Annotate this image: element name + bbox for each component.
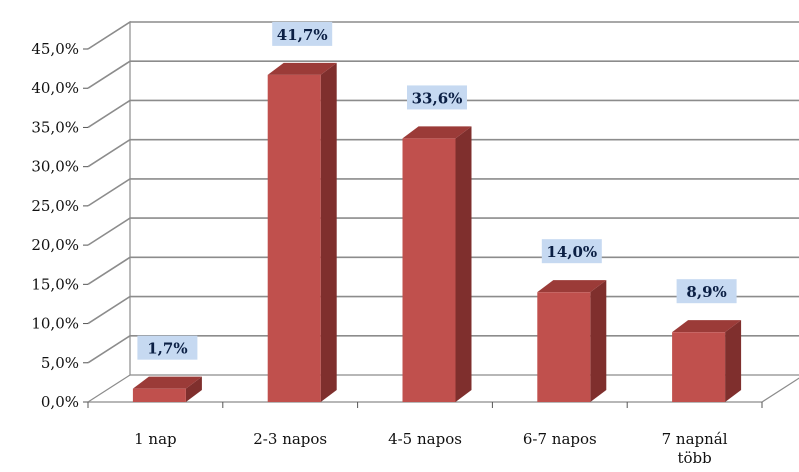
data-label-text: 14,0% — [546, 243, 597, 261]
data-label-text: 33,6% — [412, 89, 463, 107]
side-wall — [87, 20, 131, 403]
y-tick-label: 25,0% — [31, 197, 79, 215]
y-tick-label: 40,0% — [31, 79, 79, 97]
category-label: 4-5 napos — [388, 430, 462, 448]
data-label: 41,7% — [272, 21, 333, 46]
bar — [672, 320, 742, 402]
bar-side — [590, 280, 607, 402]
category-label: 2-3 napos — [253, 430, 327, 448]
y-axis-ticks: 0,0% 5,0% 10,0% 15,0% 20,0% 25,0% 30,0% 35,0% 40… — [31, 40, 88, 411]
category-label: 6-7 napos — [523, 430, 597, 448]
bar — [132, 376, 202, 402]
y-tick-label: 5,0% — [41, 354, 79, 372]
data-label-box — [137, 335, 198, 360]
category-label: 7 napnál több — [662, 430, 728, 467]
data-label-box — [272, 21, 333, 46]
data-label-text: 41,7% — [277, 26, 328, 44]
bar-top — [672, 320, 742, 333]
data-label-box — [541, 239, 602, 264]
bar-side — [185, 376, 202, 402]
gridlines — [87, 21, 799, 364]
bar-front — [267, 74, 321, 403]
category-labels: 1 nap 2-3 napos 4-5 napos 6-7 napos 7 napnál… — [87, 402, 763, 467]
bar-front — [132, 388, 186, 402]
data-label-text: 8,9% — [686, 283, 726, 301]
gridline — [87, 217, 799, 246]
bar-top — [402, 126, 472, 139]
bar-front — [537, 292, 591, 402]
bar-side — [320, 62, 337, 403]
bar-front — [672, 332, 726, 402]
data-label-text: 1,7% — [147, 340, 187, 358]
bar — [267, 62, 337, 403]
data-label-box — [407, 85, 467, 110]
gridline — [87, 60, 799, 89]
bars — [132, 62, 742, 403]
data-labels: 1,7% 41,7% 33,6% 14,0% 8,9% — [137, 21, 737, 360]
data-label-box — [676, 279, 737, 304]
y-tick-label: 20,0% — [31, 236, 79, 254]
bar-top — [537, 280, 607, 293]
data-label: 33,6% — [407, 85, 467, 110]
y-tick-label: 15,0% — [31, 275, 79, 293]
y-tick-label: 35,0% — [31, 118, 79, 136]
data-label: 8,9% — [676, 279, 737, 304]
gridline — [87, 99, 799, 129]
bar — [537, 280, 607, 402]
category-label: 1 nap — [134, 430, 177, 448]
y-tick-label: 10,0% — [31, 315, 79, 333]
bar — [402, 126, 472, 402]
data-label: 1,7% — [137, 335, 198, 360]
y-tick-label: 0,0% — [41, 393, 79, 411]
y-tick-label: 30,0% — [31, 158, 79, 176]
gridline — [87, 138, 799, 168]
y-tick-label: 45,0% — [31, 40, 79, 58]
bar-top — [267, 62, 337, 75]
bar-front — [402, 138, 456, 402]
bar-side — [455, 126, 472, 402]
bar-side — [725, 320, 742, 402]
bar-top — [132, 376, 202, 389]
gridline — [87, 21, 799, 50]
gridline — [87, 178, 799, 207]
data-label: 14,0% — [541, 239, 602, 264]
